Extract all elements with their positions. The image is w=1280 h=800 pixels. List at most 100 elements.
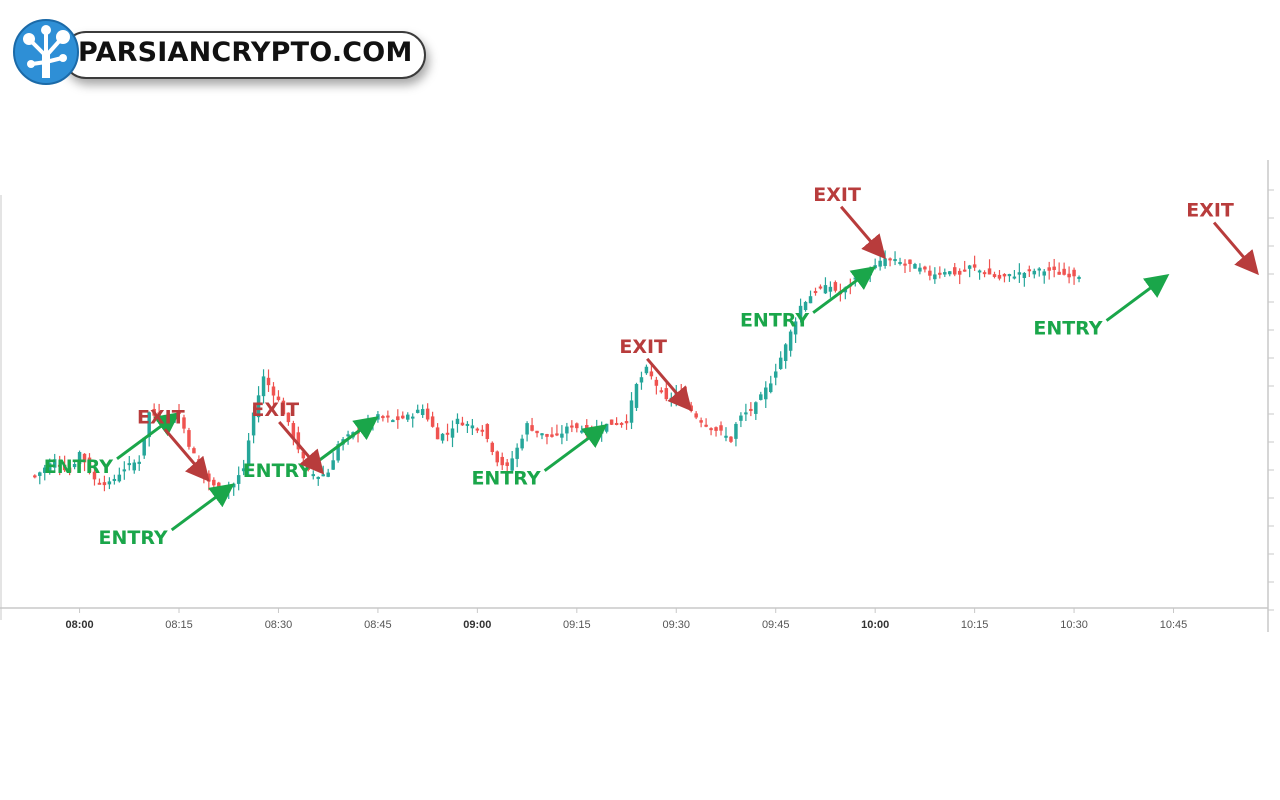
candle (1037, 267, 1042, 277)
candle-body (107, 481, 112, 485)
exit-annotation: EXIT (1186, 200, 1259, 276)
entry-arrow (1105, 273, 1170, 322)
candle (246, 432, 251, 475)
candle-body (1042, 271, 1046, 276)
candle-body (913, 264, 917, 269)
candle (87, 453, 92, 475)
candle-body (739, 415, 743, 421)
candle-body (644, 366, 649, 374)
exit-label: EXIT (251, 399, 299, 421)
candle-body (326, 472, 330, 477)
candle (614, 417, 619, 426)
candle-body (903, 263, 907, 266)
candle-body (928, 270, 932, 276)
candle (739, 412, 743, 428)
candle (664, 380, 669, 402)
candle (420, 404, 425, 418)
candle-body (555, 433, 559, 436)
candle (1022, 271, 1027, 287)
candle (251, 406, 256, 444)
candle-body (132, 462, 136, 471)
candle (291, 420, 296, 446)
candle-body (694, 413, 698, 418)
exit-label: EXIT (1186, 200, 1234, 222)
candle (286, 412, 291, 426)
candle (585, 419, 589, 438)
candle (923, 265, 927, 273)
entry-arrow (315, 416, 379, 464)
candle-body (450, 428, 455, 438)
candle-body (987, 268, 992, 275)
candle-body (938, 272, 942, 275)
candle (82, 453, 87, 472)
candle (803, 300, 808, 312)
candle-body (878, 260, 882, 267)
candle (972, 255, 977, 271)
candle-body (455, 418, 460, 425)
candle (575, 422, 579, 433)
candle (719, 421, 723, 436)
candle-body (97, 482, 102, 485)
candle (1032, 268, 1037, 279)
entry-label: ENTRY (99, 527, 168, 549)
candle-body (585, 425, 589, 436)
candle-body (545, 434, 549, 437)
candle-body (147, 412, 151, 438)
candle-body (92, 471, 97, 480)
candle (530, 417, 534, 432)
candle (898, 257, 902, 266)
candle (440, 433, 445, 444)
candle (818, 284, 823, 290)
candle (47, 458, 52, 475)
candle-body (52, 459, 57, 468)
candle-body (972, 264, 977, 268)
entry-arrow (543, 424, 608, 472)
candle-body (510, 458, 514, 471)
candle-body (87, 457, 92, 473)
candle (212, 477, 216, 489)
candle (62, 455, 67, 472)
candle (33, 474, 37, 479)
candle-body (659, 390, 664, 393)
candle (714, 426, 718, 437)
candle-body (72, 463, 77, 468)
exit-label: EXIT (619, 336, 667, 358)
candle-body (281, 400, 286, 415)
candle (609, 419, 614, 426)
candle-body (460, 422, 465, 426)
entry-annotation: ENTRY (471, 424, 608, 490)
candle (967, 264, 972, 278)
candle-body (336, 444, 340, 461)
exit-annotation: EXIT (813, 184, 887, 260)
candle-body (580, 430, 584, 433)
candle-body (440, 433, 445, 441)
candle-body (376, 414, 380, 420)
candle (231, 482, 236, 496)
candle (878, 253, 882, 271)
candle (386, 410, 390, 423)
candle (316, 476, 320, 486)
entry-arrow (812, 266, 876, 314)
candle-body (43, 467, 47, 473)
candle (629, 392, 634, 430)
candle-body (724, 435, 728, 438)
candle-body (475, 428, 480, 431)
candle-body (609, 419, 614, 425)
exit-arrow (646, 357, 693, 412)
x-tick-label: 10:15 (961, 619, 989, 631)
candle (669, 392, 674, 407)
candle-body (550, 434, 554, 437)
candle-body (82, 453, 87, 463)
x-tick-label: 09:00 (463, 619, 491, 631)
candle-body (530, 425, 534, 431)
candle-body (445, 432, 450, 435)
candle (619, 422, 624, 428)
candle (296, 426, 301, 454)
entry-annotation: ENTRY (1033, 273, 1170, 340)
exit-arrow (1212, 221, 1259, 276)
candle (659, 387, 664, 394)
candle (744, 403, 748, 421)
candle-body (142, 437, 146, 456)
candle (415, 404, 420, 414)
candle-body (311, 474, 316, 477)
